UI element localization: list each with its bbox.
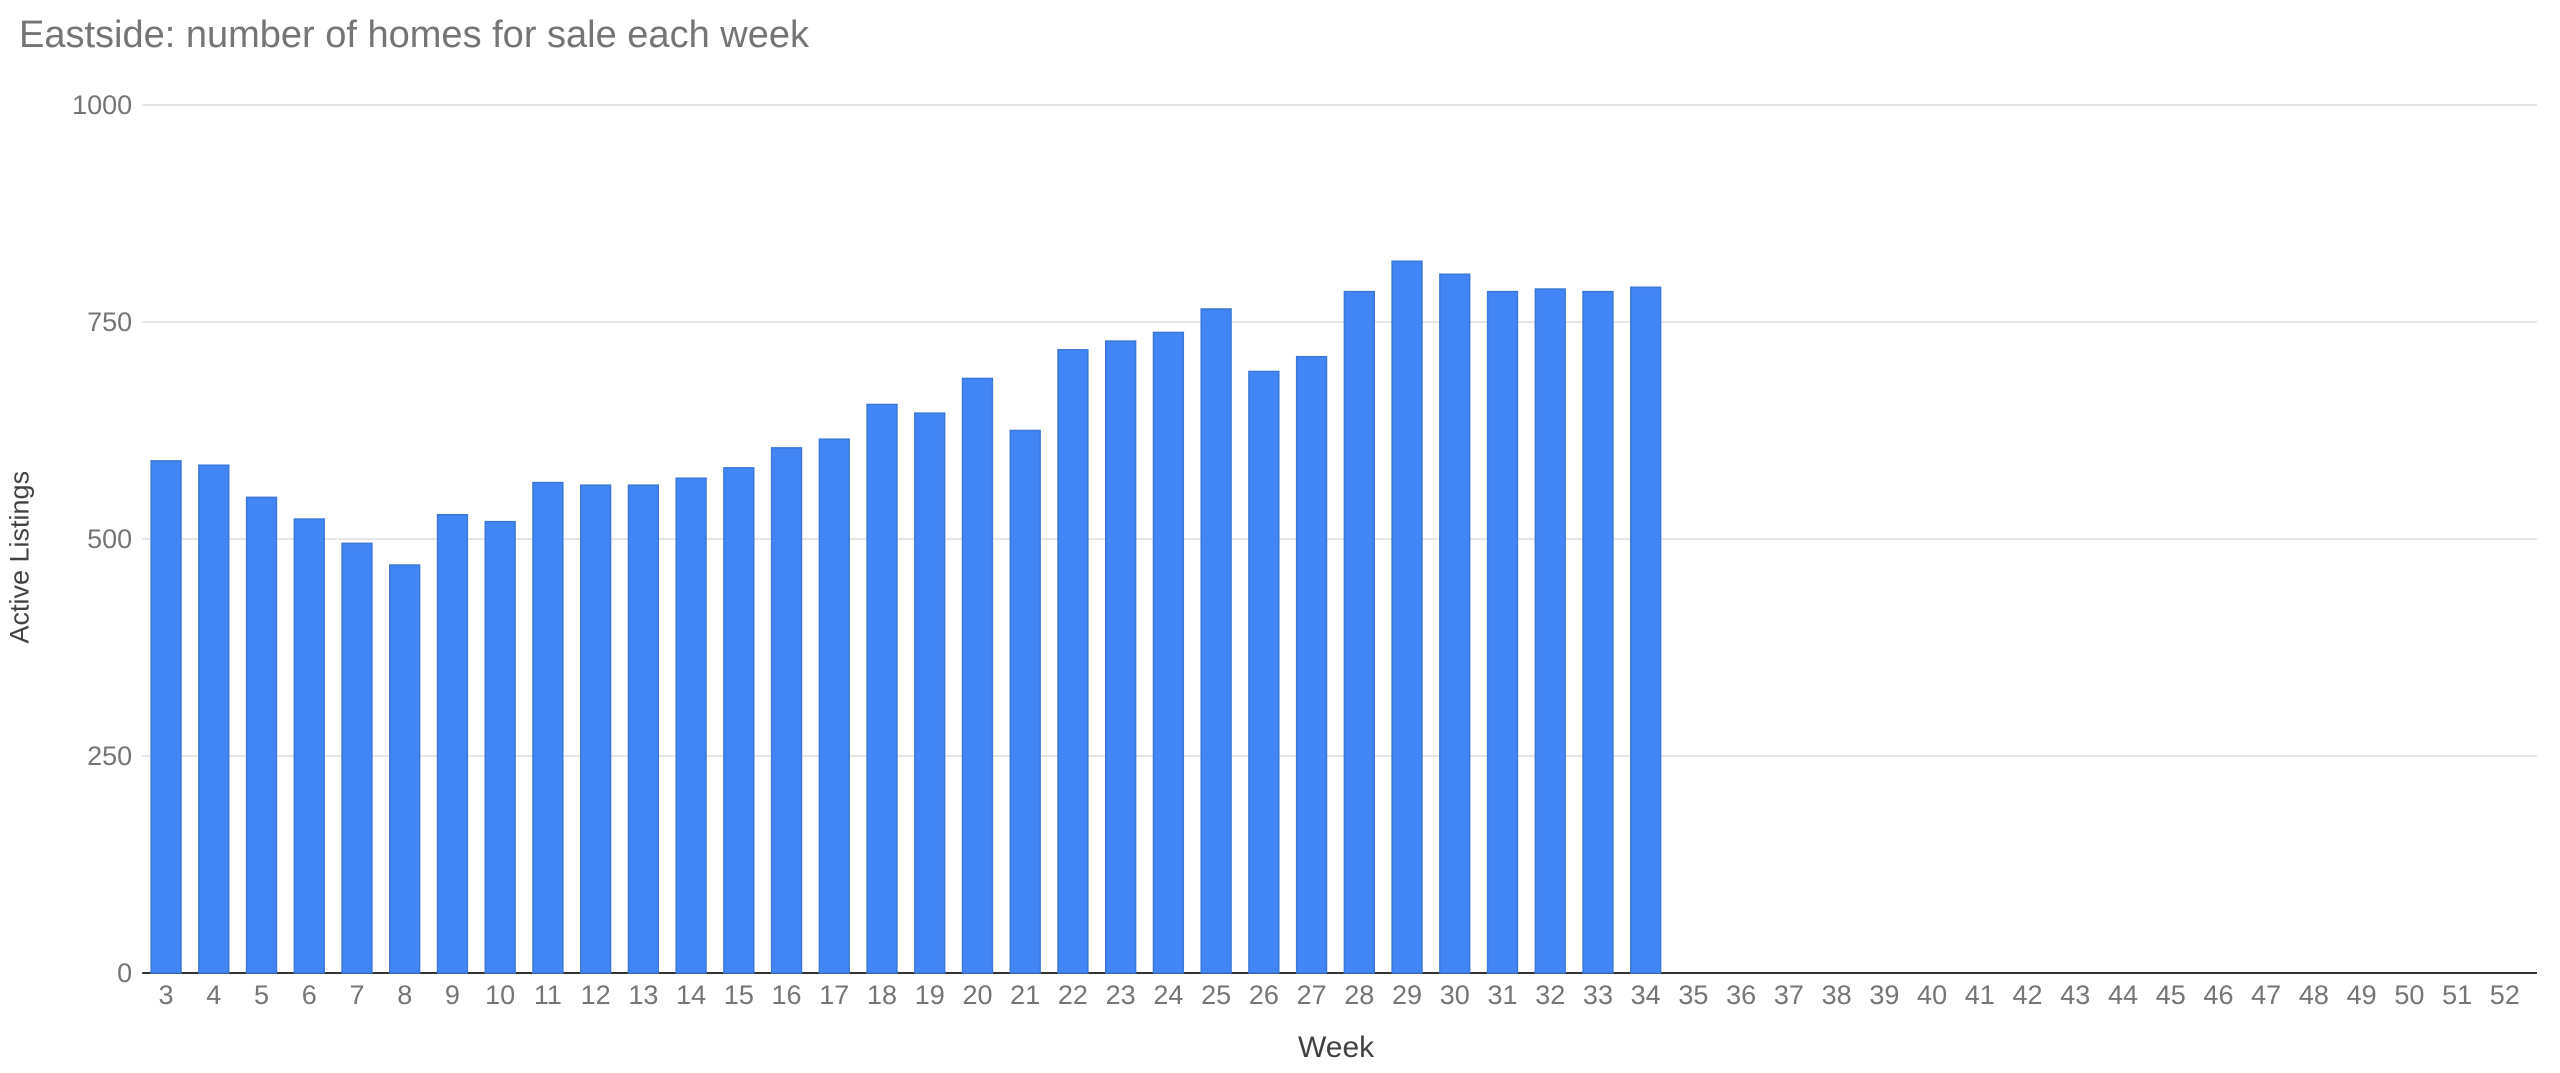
- svg-text:37: 37: [1774, 980, 1804, 1010]
- svg-text:13: 13: [628, 980, 658, 1010]
- svg-text:7: 7: [349, 980, 364, 1010]
- svg-text:51: 51: [2442, 980, 2472, 1010]
- svg-text:16: 16: [772, 980, 802, 1010]
- svg-text:4: 4: [206, 980, 221, 1010]
- svg-text:3: 3: [159, 980, 174, 1010]
- svg-text:11: 11: [534, 980, 562, 1010]
- svg-text:9: 9: [445, 980, 460, 1010]
- svg-text:18: 18: [867, 980, 897, 1010]
- svg-text:8: 8: [397, 980, 412, 1010]
- svg-text:43: 43: [2060, 980, 2090, 1010]
- svg-text:20: 20: [962, 980, 992, 1010]
- svg-text:50: 50: [2394, 980, 2424, 1010]
- svg-text:35: 35: [1678, 980, 1708, 1010]
- svg-text:49: 49: [2347, 980, 2377, 1010]
- svg-text:23: 23: [1106, 980, 1136, 1010]
- svg-text:19: 19: [915, 980, 945, 1010]
- svg-text:46: 46: [2203, 980, 2233, 1010]
- svg-text:5: 5: [254, 980, 269, 1010]
- svg-text:28: 28: [1344, 980, 1374, 1010]
- svg-text:39: 39: [1869, 980, 1899, 1010]
- svg-text:38: 38: [1822, 980, 1852, 1010]
- svg-text:17: 17: [819, 980, 849, 1010]
- svg-text:48: 48: [2299, 980, 2329, 1010]
- svg-text:45: 45: [2156, 980, 2186, 1010]
- svg-text:41: 41: [1965, 980, 1995, 1010]
- svg-text:24: 24: [1153, 980, 1183, 1010]
- svg-text:29: 29: [1392, 980, 1422, 1010]
- svg-text:0: 0: [117, 958, 132, 988]
- svg-text:40: 40: [1917, 980, 1947, 1010]
- svg-text:42: 42: [2013, 980, 2043, 1010]
- svg-text:36: 36: [1726, 980, 1756, 1010]
- svg-text:25: 25: [1201, 980, 1231, 1010]
- svg-text:14: 14: [676, 980, 706, 1010]
- svg-text:27: 27: [1297, 980, 1327, 1010]
- svg-text:15: 15: [724, 980, 754, 1010]
- svg-text:47: 47: [2251, 980, 2281, 1010]
- svg-text:22: 22: [1058, 980, 1088, 1010]
- svg-text:26: 26: [1249, 980, 1279, 1010]
- svg-text:31: 31: [1487, 980, 1517, 1010]
- svg-text:52: 52: [2490, 980, 2520, 1010]
- svg-text:250: 250: [87, 741, 132, 771]
- svg-text:34: 34: [1631, 980, 1661, 1010]
- svg-text:10: 10: [485, 980, 515, 1010]
- svg-text:21: 21: [1010, 980, 1040, 1010]
- svg-text:32: 32: [1535, 980, 1565, 1010]
- svg-text:1000: 1000: [72, 90, 132, 120]
- svg-text:500: 500: [87, 524, 132, 554]
- svg-text:750: 750: [87, 307, 132, 337]
- svg-text:33: 33: [1583, 980, 1613, 1010]
- svg-text:6: 6: [302, 980, 317, 1010]
- svg-text:30: 30: [1440, 980, 1470, 1010]
- svg-text:44: 44: [2108, 980, 2138, 1010]
- svg-text:12: 12: [581, 980, 611, 1010]
